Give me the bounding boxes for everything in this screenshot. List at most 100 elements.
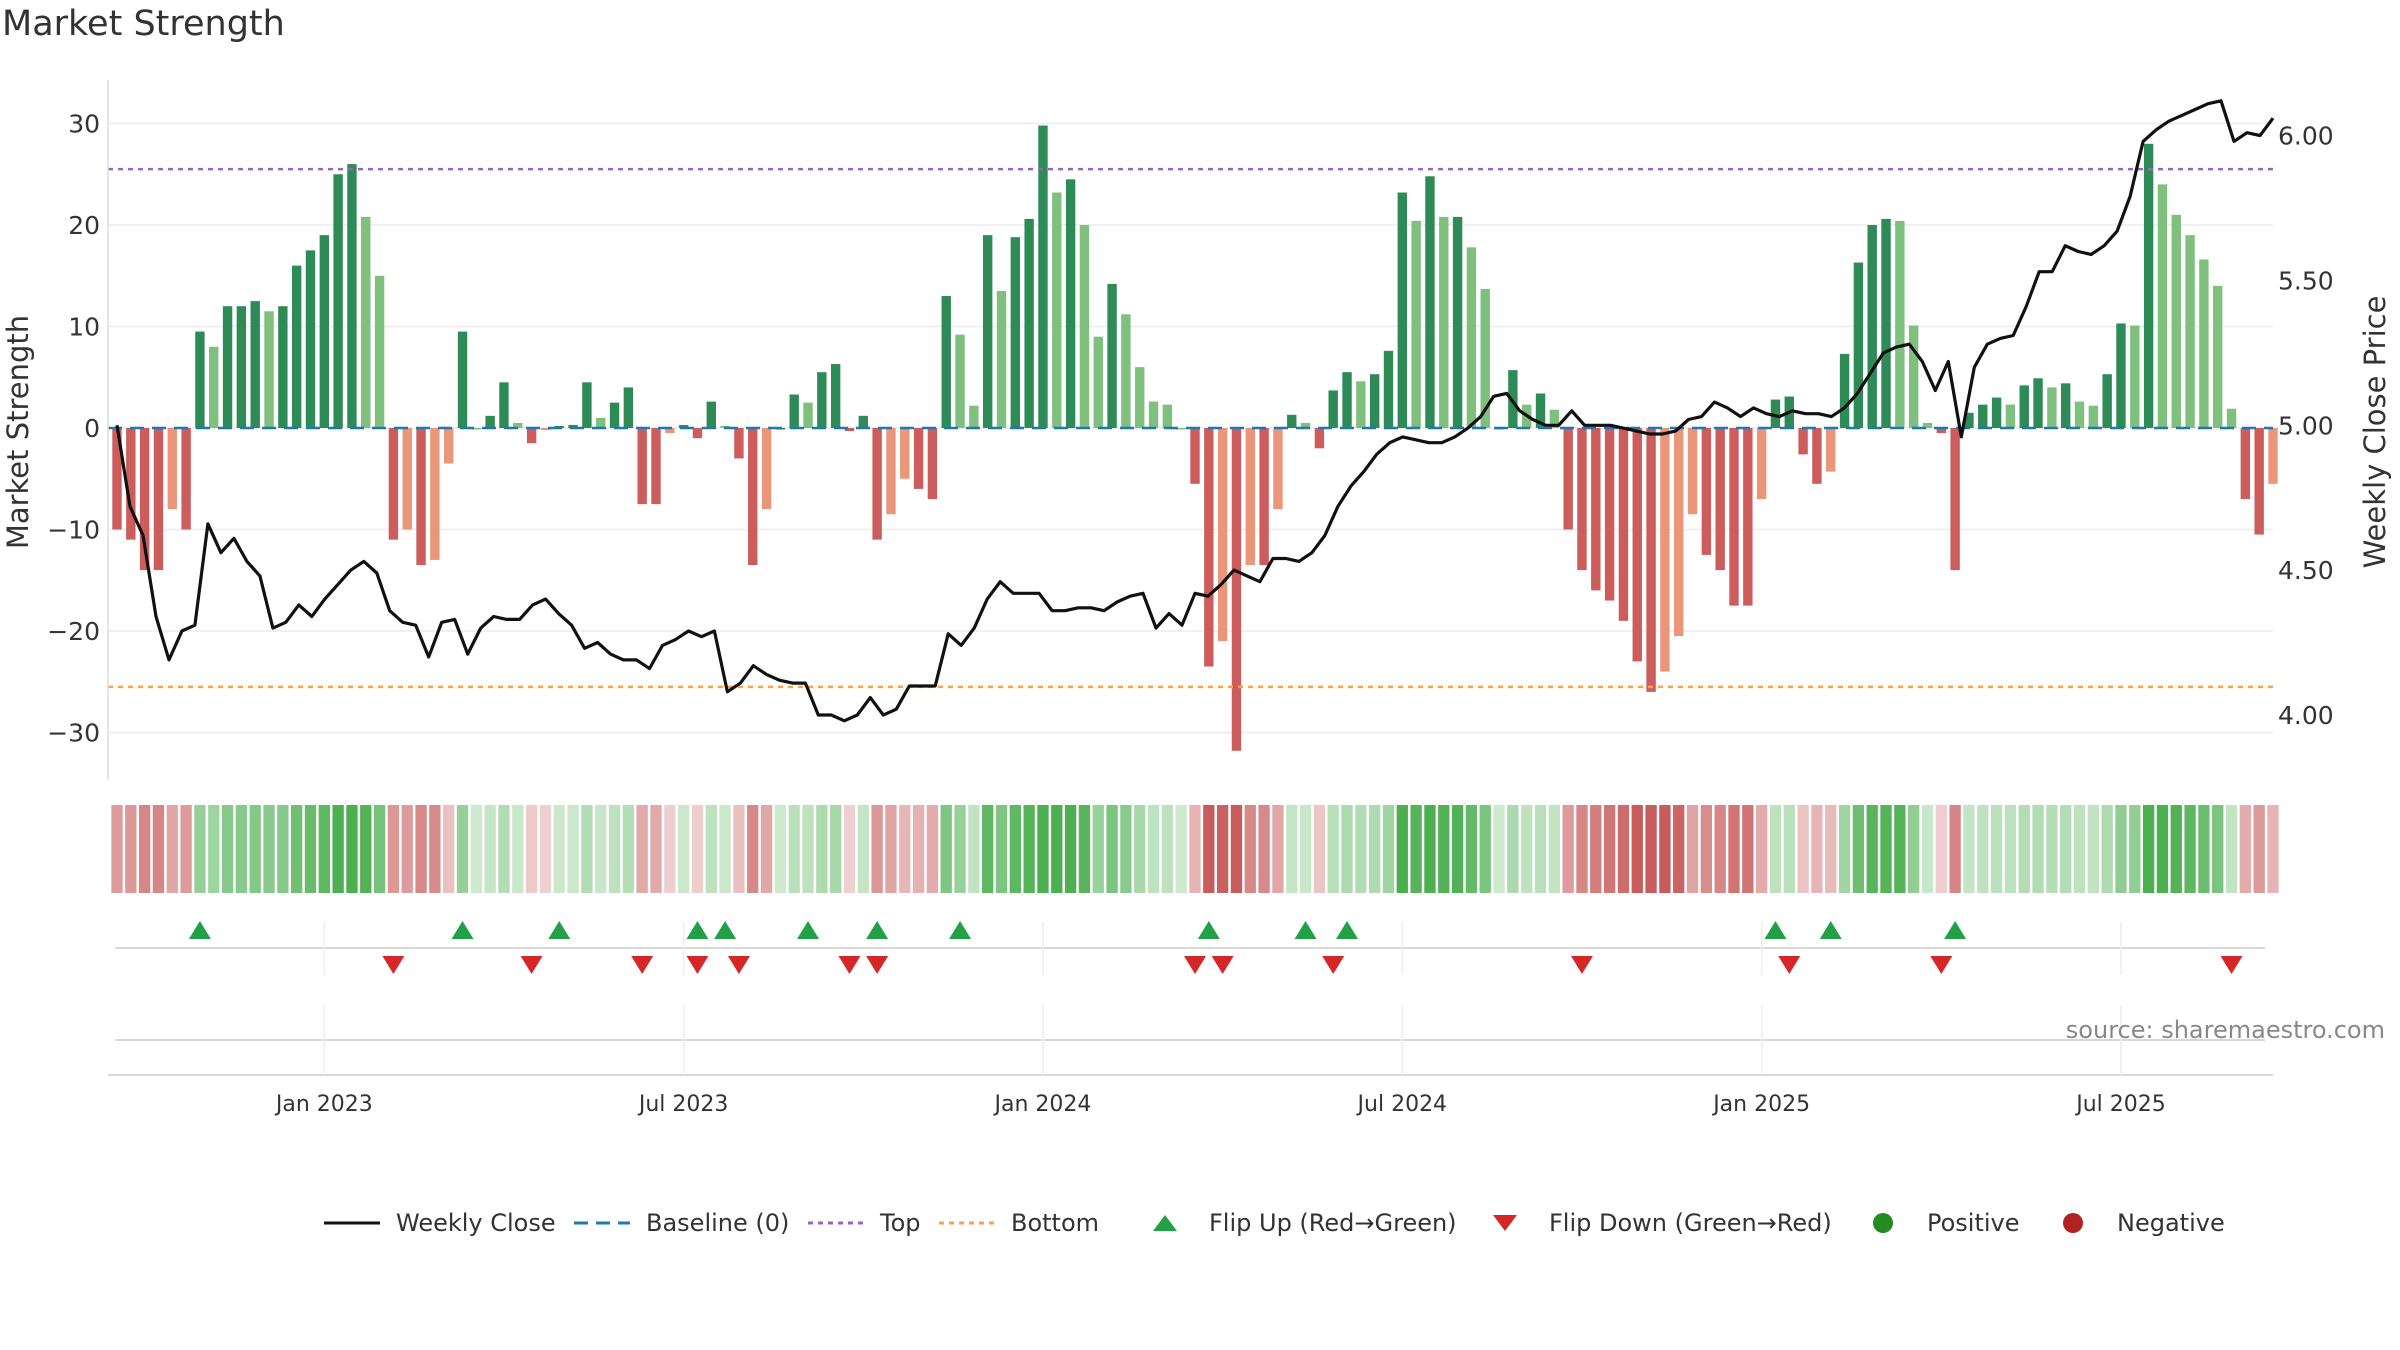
strength-bar: [1217, 428, 1228, 642]
signal-strip-cell: [1852, 805, 1865, 893]
strength-bar: [1978, 404, 1988, 428]
strength-bar: [1079, 225, 1090, 428]
strength-bar: [264, 311, 274, 428]
signal-strip-cell: [125, 805, 137, 893]
flip-down-marker: [1184, 956, 1206, 974]
strength-bar: [1273, 428, 1283, 510]
strength-bar: [1259, 428, 1269, 566]
strength-bar: [139, 428, 150, 571]
strength-bar: [2088, 405, 2099, 428]
strength-bar: [1922, 422, 1933, 428]
x-tick-label: Jan 2025: [1711, 1092, 1810, 1117]
signal-strip-cell: [1230, 805, 1243, 893]
strength-bar: [665, 428, 675, 434]
strength-bar: [1287, 414, 1297, 428]
strength-bar: [651, 428, 661, 505]
flip-down-marker: [686, 956, 709, 974]
signal-strip-cell: [263, 805, 275, 893]
strength-bar: [2254, 428, 2264, 535]
signal-strip-cell: [733, 805, 745, 893]
strength-bar: [278, 306, 288, 428]
signal-strip-cell: [940, 805, 952, 893]
strength-bar: [1383, 350, 1394, 428]
legend-item: Negative: [2043, 1198, 2225, 1248]
dotted-purple-legend-icon: [808, 1221, 864, 1225]
signal-strip-cell: [1949, 805, 1961, 893]
strength-bar: [1369, 374, 1380, 428]
strength-bar: [1604, 428, 1615, 601]
strength-bar: [402, 428, 412, 530]
strength-bar: [1190, 428, 1200, 484]
signal-strip-cell: [1617, 805, 1630, 893]
signal-strip-cell: [1908, 805, 1920, 893]
flip-down-marker: [1211, 956, 1234, 974]
signal-strip-cell: [1631, 805, 1643, 893]
strength-bar: [1065, 179, 1076, 428]
flip-up-marker: [1197, 921, 1220, 939]
signal-strip-cell: [1880, 805, 1892, 893]
legend-label: Flip Down (Green→Red): [1549, 1209, 1832, 1237]
legend-label: Bottom: [1011, 1209, 1100, 1237]
signal-strip-cell: [622, 805, 635, 893]
signal-strip-cell: [788, 805, 800, 893]
signal-strip-cell: [166, 805, 178, 893]
strength-bar: [941, 296, 951, 428]
legend-label: Weekly Close: [396, 1209, 556, 1237]
signal-strip-cell: [180, 805, 192, 893]
signal-strip-cell: [152, 805, 165, 893]
strength-bar: [706, 401, 716, 428]
flip-up-marker: [548, 921, 571, 939]
strength-bar: [1397, 192, 1408, 428]
strength-bar: [789, 394, 799, 428]
strength-bar: [305, 250, 316, 428]
signal-strip-cell: [1313, 805, 1326, 893]
signal-strip-cell: [2101, 805, 2113, 893]
strength-bar: [1535, 393, 1546, 428]
strength-bar: [1701, 428, 1712, 555]
dot-red-legend-icon: [2063, 1213, 2083, 1233]
strength-bar: [2171, 214, 2181, 428]
signal-strip-cell: [1092, 805, 1104, 893]
y-tick-label: −30: [47, 719, 100, 748]
strength-bar: [1342, 372, 1352, 428]
source-label: source: sharemaestro.com: [2066, 1016, 2385, 1044]
strength-bar: [2019, 385, 2029, 428]
signal-strip-cell: [443, 805, 455, 893]
y-tick-label: −20: [47, 617, 100, 646]
signal-strip-cell: [982, 805, 994, 893]
flip-up-marker: [1764, 921, 1787, 939]
signal-strip-cell: [760, 805, 773, 893]
y2-tick-label: 5.00: [2278, 411, 2334, 440]
signal-strip-cell: [1064, 805, 1077, 893]
signal-strip-cell: [456, 805, 469, 893]
strength-bar: [540, 428, 551, 431]
strength-bar: [1660, 428, 1670, 672]
signal-strip-cell: [1037, 805, 1049, 893]
signal-strip-cell: [1686, 805, 1699, 893]
strength-bar: [250, 301, 260, 428]
signal-strip-cell: [2032, 805, 2044, 893]
strength-bar: [1176, 428, 1186, 430]
signal-strip-cell: [235, 805, 248, 893]
flip-down-marker: [631, 956, 654, 974]
triangle-down-legend-icon: [1493, 1215, 1517, 1231]
strength-bar: [982, 235, 993, 428]
flip-up-marker: [1336, 921, 1359, 939]
signal-strip-cell: [304, 805, 317, 893]
weekly-close-line: [115, 99, 2275, 723]
strength-bar: [1646, 428, 1656, 692]
signal-strip-cell: [553, 805, 565, 893]
strength-bar: [761, 428, 772, 510]
signal-strip-cell: [1783, 805, 1795, 893]
strength-bar: [1936, 428, 1947, 434]
strength-bar: [1466, 247, 1477, 428]
line-legend-icon: [324, 1221, 380, 1225]
strength-bar: [1411, 220, 1421, 428]
strength-bar: [1314, 428, 1325, 449]
signal-strip-cell: [1866, 805, 1878, 893]
strength-bar: [1632, 428, 1642, 662]
signal-strip-cell: [484, 805, 496, 893]
strength-bar: [1867, 225, 1877, 428]
signal-strip-cell: [705, 805, 717, 893]
signal-strip-cell: [1479, 805, 1491, 893]
